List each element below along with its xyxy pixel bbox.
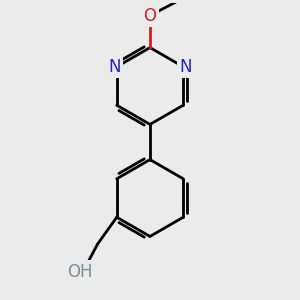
Text: N: N bbox=[108, 58, 120, 76]
Text: OH: OH bbox=[67, 262, 92, 280]
Text: N: N bbox=[180, 58, 192, 76]
Text: O: O bbox=[143, 7, 157, 25]
